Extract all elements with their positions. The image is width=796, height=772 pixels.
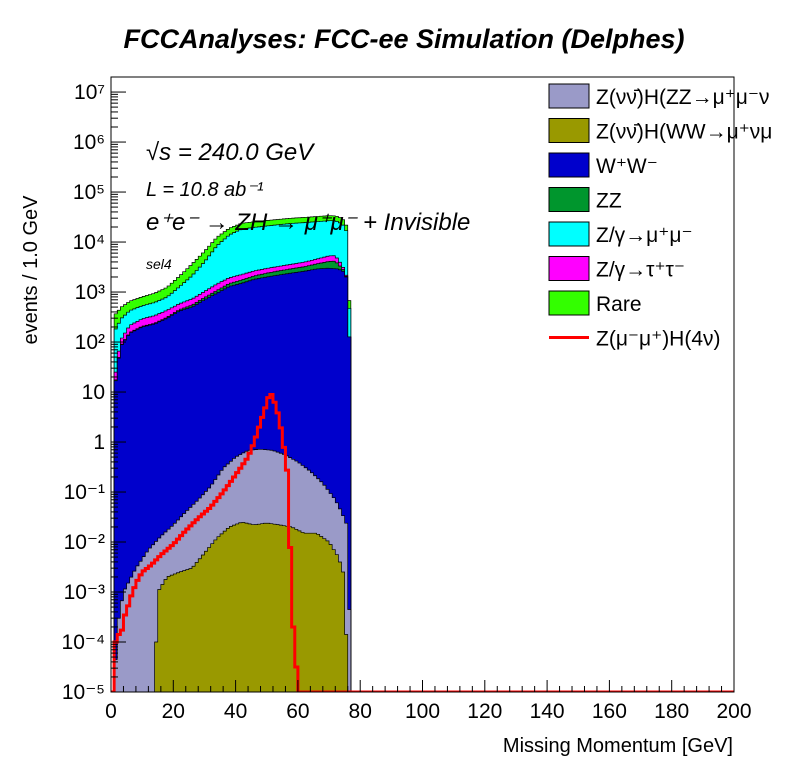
y-axis: 10⁻⁵ 10⁻⁴ 10⁻³ 10⁻² 10⁻¹ 1 10 10² 10³ 10⁴ 10⁵ 10⁶ 10… [62, 81, 126, 704]
legend-swatch [548, 290, 590, 316]
x-tick-label: 80 [349, 700, 372, 723]
y-tick-label: 10 [82, 381, 105, 404]
energy-annotation: √s = 240.0 GeV [146, 139, 315, 166]
x-axis: 0 20 40 60 80 100 120 140 160 180 200 [105, 680, 752, 723]
legend-label: Z(νν̄)H(ZZ→μ⁺μ⁻ν [596, 86, 770, 109]
y-axis-title: events / 1.0 GeV [20, 195, 42, 345]
x-tick-label: 60 [286, 700, 309, 723]
x-tick-label: 120 [467, 700, 502, 723]
stacked-histograms [111, 215, 734, 692]
signal-line [111, 392, 734, 692]
legend-label: Z(μ⁻μ⁺)H(4ν) [596, 328, 721, 351]
x-tick-label: 180 [654, 700, 689, 723]
legend-swatch [548, 187, 590, 212]
hist-WW_mumununu [111, 522, 734, 692]
x-tick-label: 140 [530, 700, 565, 723]
legend-swatch [548, 118, 590, 143]
legend-swatch [548, 152, 590, 178]
selection-annotation: sel4 [146, 256, 172, 272]
legend-label: Z/γ→τ⁺τ⁻ [596, 259, 685, 282]
y-tick-label: 1 [93, 431, 105, 454]
x-tick-label: 20 [162, 700, 185, 723]
y-tick-label: 10⁻⁵ [62, 681, 105, 704]
legend: Z(νν̄)H(ZZ→μ⁺μ⁻ν Z(νν̄)H(WW→μ⁺νμ W⁺W⁻ ZZ Z/γ… [548, 83, 772, 351]
y-tick-label: 10⁻⁴ [62, 631, 105, 654]
x-tick-label: 200 [716, 700, 751, 723]
lumi-annotation: L = 10.8 ab⁻¹ [146, 179, 264, 201]
legend-label: W⁺W⁻ [596, 155, 658, 178]
y-tick-label: 10⁶ [73, 131, 105, 154]
x-tick-label: 40 [224, 700, 247, 723]
x-tick-label: 0 [105, 700, 117, 723]
legend-swatch [548, 256, 590, 281]
y-tick-label: 10⁵ [73, 181, 105, 204]
legend-swatch [548, 83, 590, 109]
y-tick-label: 10⁷ [74, 81, 105, 104]
y-tick-label: 10⁴ [73, 231, 105, 254]
y-tick-label: 10³ [75, 281, 105, 304]
process-annotation: e⁺e⁻ → ZH → μ⁺μ⁻ + Invisible [146, 209, 470, 236]
x-axis-title: Missing Momentum [GeV] [503, 735, 733, 757]
x-tick-label: 160 [592, 700, 627, 723]
y-tick-label: 10² [75, 331, 105, 354]
y-tick-label: 10⁻¹ [64, 481, 105, 504]
chart-title: FCCAnalyses: FCC-ee Simulation (Delphes) [123, 24, 684, 54]
x-tick-label: 100 [405, 700, 440, 723]
legend-label: Z(νν̄)H(WW→μ⁺νμ [596, 121, 772, 144]
y-tick-label: 10⁻² [64, 531, 105, 554]
legend-label: ZZ [596, 190, 622, 213]
y-tick-label: 10⁻³ [64, 581, 105, 604]
legend-swatch [548, 221, 590, 247]
signal-line-layer [111, 392, 734, 692]
legend-label: Z/γ→μ⁺μ⁻ [596, 224, 693, 247]
legend-label: Rare [596, 293, 642, 316]
